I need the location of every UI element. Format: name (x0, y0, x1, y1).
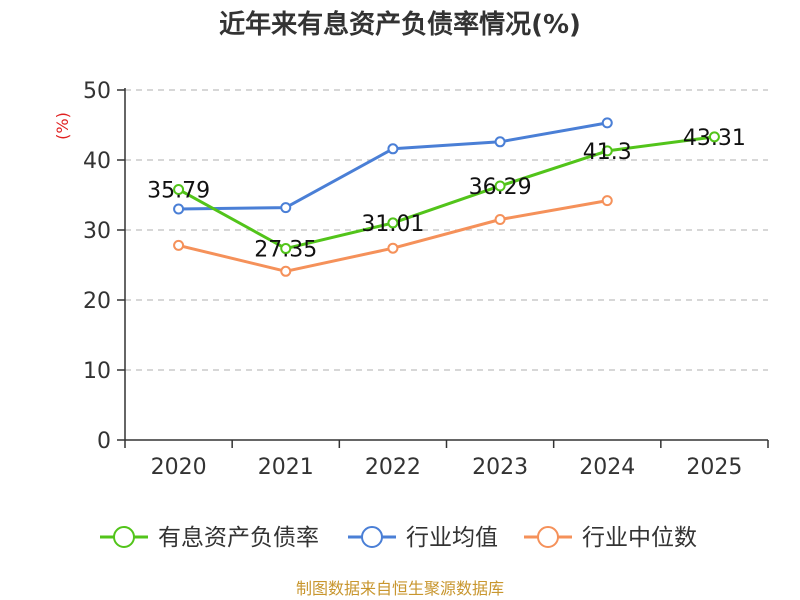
series-1-point (280, 202, 292, 214)
series-2-point (601, 195, 613, 207)
series-2-point (494, 214, 506, 225)
y-tick-label-40: 40 (83, 149, 111, 174)
data-labels: 35.79 27.35 31.01 36.29 41.3 43.31 (147, 126, 746, 263)
series-line-1 (178, 121, 608, 211)
y-tick-label-30: 30 (83, 219, 111, 244)
y-tick-label-20: 20 (83, 289, 111, 314)
series-1-point (601, 117, 613, 129)
x-tick-labels: 2020 2021 2022 2023 2024 2025 (151, 455, 743, 480)
y-tick-label-10: 10 (83, 359, 111, 384)
y-tick-labels: 0 10 20 30 40 50 (83, 79, 111, 454)
legend-label-2[interactable]: 行业中位数 (582, 525, 697, 551)
x-tick-label-2023: 2023 (472, 455, 528, 480)
y-tick-label-50: 50 (83, 79, 111, 104)
series-0-point (601, 145, 613, 157)
x-tick-label-2024: 2024 (579, 455, 635, 480)
x-tick-label-2025: 2025 (686, 455, 742, 480)
legend-label-0[interactable]: 有息资产负债率 (158, 525, 319, 551)
series-0-point (708, 131, 720, 143)
data-label-2022: 31.01 (361, 212, 424, 237)
legend-marker-1 (361, 526, 383, 548)
chart-title: 近年来有息资产负债率情况(%) (219, 9, 581, 40)
series-2-point (280, 265, 292, 277)
series-0-point (280, 243, 292, 255)
series-0-point (494, 180, 506, 192)
x-tick-label-2022: 2022 (365, 455, 421, 480)
data-label-2020: 35.79 (147, 178, 210, 203)
legend-marker-0 (113, 526, 135, 548)
series-1-point (494, 136, 506, 148)
series-1-point (387, 143, 399, 155)
legend: 有息资产负债率 行业均值 行业中位数 (100, 525, 697, 551)
series-group (173, 117, 720, 277)
data-label-2023: 36.29 (469, 175, 532, 200)
legend-marker-2 (537, 526, 559, 548)
x-tick-label-2021: 2021 (258, 455, 314, 480)
series-2-point (173, 239, 185, 251)
series-1-point (173, 203, 185, 215)
data-label-2021: 27.35 (254, 238, 317, 263)
series-line-0 (177, 135, 715, 251)
axes (117, 88, 769, 448)
y-tick-label-0: 0 (97, 429, 111, 454)
gridlines (125, 89, 768, 371)
legend-label-1[interactable]: 行业均值 (406, 525, 498, 551)
series-0-point (387, 217, 399, 229)
data-label-2025: 43.31 (683, 126, 746, 151)
series-0-point (173, 183, 185, 195)
data-label-2024: 41.3 (583, 140, 632, 165)
source-note: 制图数据来自恒生聚源数据库 (296, 579, 504, 598)
x-tick-label-2020: 2020 (151, 455, 207, 480)
y-unit-label: (%) (53, 112, 72, 140)
series-2-point (387, 242, 399, 254)
